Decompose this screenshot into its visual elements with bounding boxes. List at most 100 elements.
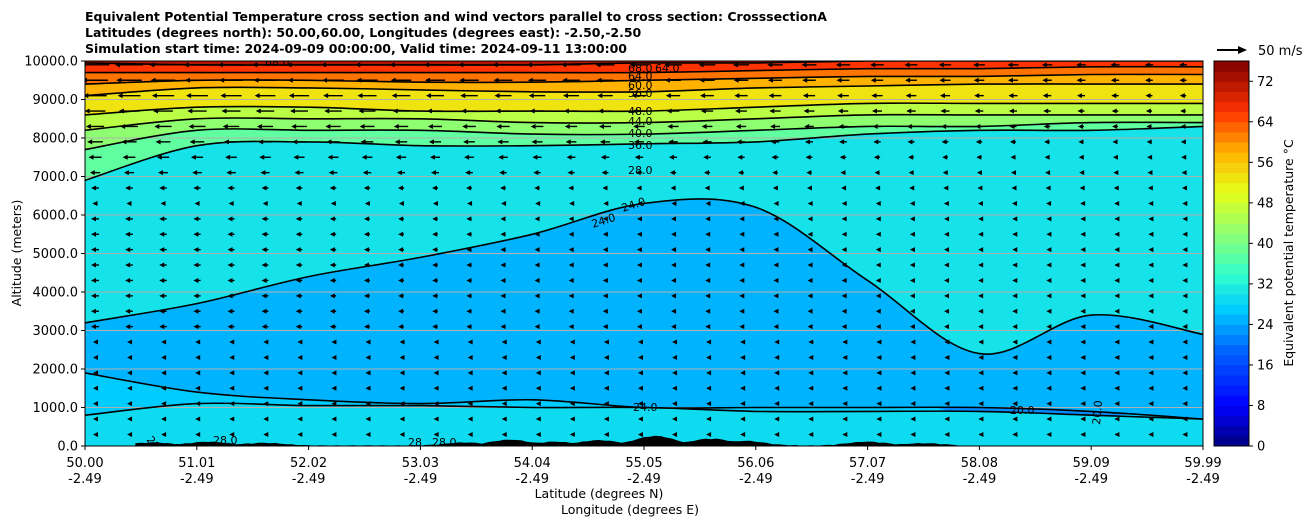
wind-vector-head [261, 277, 267, 283]
colorbar-band [1214, 405, 1249, 417]
wind-vector-head [432, 324, 438, 330]
wind-vector-head [805, 154, 811, 160]
wind-vector-head [324, 108, 330, 114]
wind-vector-head [194, 200, 200, 206]
colorbar-band [1214, 344, 1249, 356]
wind-vector-head [906, 108, 912, 114]
wind-vector-head [263, 370, 269, 376]
wind-vector-head [706, 385, 712, 391]
wind-vector-head [1112, 139, 1118, 145]
wind-vector-head [767, 77, 773, 83]
wind-vector-head [398, 308, 404, 314]
wind-vector-head [568, 216, 574, 222]
x-axis-label-longitude: Longitude (degrees E) [561, 502, 699, 517]
wind-vector-head [637, 370, 643, 376]
wind-vector-head [1148, 385, 1154, 391]
wind-vector-head [671, 277, 677, 283]
quiver-key-arrowhead-icon [1238, 46, 1247, 54]
wind-vector-head [261, 324, 267, 330]
contour-label: 28 [408, 436, 422, 449]
wind-vector-head [1077, 93, 1083, 99]
wind-vector-head [500, 277, 506, 283]
wind-vector-head [1080, 247, 1086, 253]
wind-vector-head [978, 354, 984, 360]
wind-vector-head [944, 293, 950, 299]
wind-vector-head [288, 93, 294, 99]
wind-vector-head [909, 308, 915, 314]
wind-vector-head [841, 277, 847, 283]
x-tick-label-longitude: -2.49 [68, 472, 102, 487]
wind-vector-head [841, 216, 847, 222]
wind-vector-head [637, 339, 643, 345]
wind-vector-head [125, 308, 131, 314]
colorbar-band [1214, 263, 1249, 275]
colorbar-band [1214, 243, 1249, 254]
wind-vector-head [978, 216, 984, 222]
wind-vector-head [1145, 108, 1151, 114]
wind-vector-head [602, 231, 608, 237]
wind-vector-head [909, 185, 915, 191]
wind-vector-head [1046, 200, 1052, 206]
wind-vector-head [365, 370, 371, 376]
wind-vector-head [464, 154, 470, 160]
contour-label: 28.0 [628, 164, 653, 177]
wind-vector-head [1148, 293, 1154, 299]
wind-vector-head [1146, 123, 1152, 129]
wind-vector-head [1180, 139, 1186, 145]
chart-title-line-2: Latitudes (degrees north): 50.00,60.00, … [85, 25, 642, 40]
wind-vector-head [840, 170, 846, 176]
wind-vector-head [394, 139, 400, 145]
wind-vector-head [193, 231, 199, 237]
wind-vector-head [569, 385, 575, 391]
wind-vector-head [1114, 385, 1120, 391]
wind-vector-head [905, 93, 911, 99]
wind-vector-head [125, 185, 131, 191]
wind-vector-head [568, 324, 574, 330]
wind-vector-head [636, 262, 642, 268]
wind-vector-head [399, 370, 405, 376]
wind-vector-head [229, 339, 235, 345]
wind-vector-head [1080, 200, 1086, 206]
wind-vector-head [193, 277, 199, 283]
wind-vector-head [193, 308, 199, 314]
wind-vector-head [739, 277, 745, 283]
wind-vector-head [295, 262, 301, 268]
wind-vector-head [1076, 77, 1082, 83]
wind-vector-head [807, 216, 813, 222]
wind-vector-head [1010, 154, 1016, 160]
wind-vector-head [773, 324, 779, 330]
wind-vector-head [429, 154, 435, 160]
wind-vector-head [944, 431, 950, 437]
isotherm-60 [85, 73, 1203, 85]
wind-vector-head [122, 154, 128, 160]
wind-vector-head [807, 231, 813, 237]
wind-vector-head [978, 324, 984, 330]
wind-vector-head [127, 401, 133, 407]
wind-vector-head [195, 339, 201, 345]
wind-vector-head [976, 154, 982, 160]
wind-vector-head [295, 308, 301, 314]
wind-vector-head [1080, 385, 1086, 391]
wind-vector-head [467, 354, 473, 360]
colorbar-band [1214, 101, 1249, 113]
wind-vector-head [807, 308, 813, 314]
wind-vector-head [602, 324, 608, 330]
wind-vector-head [909, 277, 915, 283]
wind-vector-head [774, 370, 780, 376]
wind-vector-head [739, 324, 745, 330]
wind-vector-head [466, 185, 472, 191]
wind-vector-head [1012, 370, 1018, 376]
colorbar-bands [1213, 60, 1250, 447]
colorbar-band [1214, 354, 1249, 366]
wind-vector-head [842, 339, 848, 345]
wind-vector-head [1046, 231, 1052, 237]
wind-vector-head [839, 154, 845, 160]
wind-vector-head [158, 170, 164, 176]
wind-vector-head [501, 431, 507, 437]
wind-vector-head [1182, 401, 1188, 407]
isotherm-44 [85, 113, 1203, 132]
wind-vector-head [774, 354, 780, 360]
wind-vector-head [359, 123, 365, 129]
colorbar-ticks: 0 8 16 24 32 40 48 56 64 72 [1249, 75, 1274, 455]
y-tick-label: 4000.0 [33, 286, 79, 301]
